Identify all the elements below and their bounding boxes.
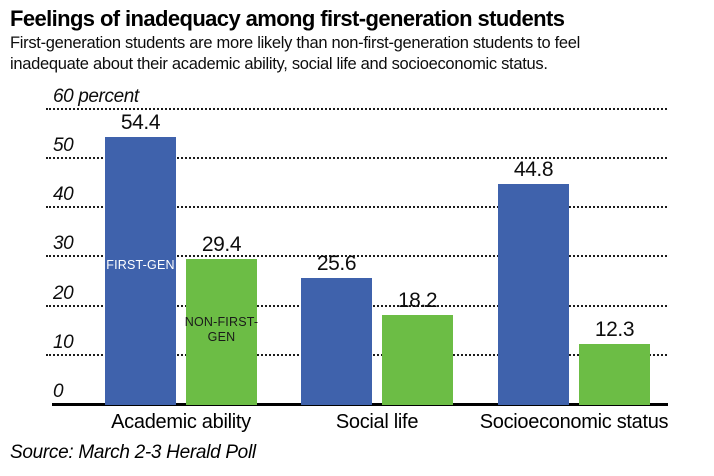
bar-first-gen-academic-ability	[105, 136, 176, 405]
gridline-50	[46, 157, 667, 160]
bar-value-label: 18.2	[397, 288, 438, 312]
gridline-40	[46, 206, 667, 209]
y-axis-tick-label-10: 10	[53, 331, 74, 353]
bar-first-gen-socioeconomic-status	[498, 183, 569, 405]
x-axis-category-label-socioeconomic-status: Socioeconomic status	[479, 411, 669, 433]
gridline-30	[46, 255, 667, 258]
y-axis-tick-label-20: 20	[53, 282, 74, 304]
bar-value-label: 25.6	[316, 252, 357, 276]
bar-non-first-gen-academic-ability	[186, 259, 257, 405]
bar-value-label: 29.4	[201, 233, 242, 257]
bar-value-label: 54.4	[120, 110, 161, 134]
y-axis-tick-label-50: 50	[53, 135, 74, 157]
x-axis-category-label-social-life: Social life	[335, 411, 419, 433]
x-axis-category-label-academic-ability: Academic ability	[111, 411, 251, 433]
in-bar-series-label-line: FIRST-GEN	[106, 258, 175, 272]
bar-non-first-gen-social-life	[382, 314, 453, 405]
chart-title: Feelings of inadequacy among first-gener…	[10, 6, 565, 31]
bar-non-first-gen-socioeconomic-status	[579, 343, 650, 405]
gridline-60	[46, 107, 667, 110]
chart-subtitle-line-2: inadequate about their academic ability,…	[10, 55, 548, 73]
y-axis-tick-label-30: 30	[53, 233, 74, 255]
in-bar-series-label-non-first-gen: NON-FIRST- GEN	[180, 315, 263, 345]
chart-subtitle-line-1: First-generation students are more likel…	[10, 34, 581, 52]
bar-first-gen-social-life	[301, 278, 372, 405]
y-axis-tick-label-60: 60 percent	[53, 85, 139, 107]
in-bar-series-label-first-gen: FIRST-GEN	[99, 258, 182, 273]
in-bar-series-label-line: GEN	[207, 330, 236, 344]
in-bar-series-label-line: NON-FIRST-	[184, 315, 259, 329]
source-credit: Source: March 2-3 Herald Poll	[10, 442, 256, 463]
bar-value-label: 44.8	[513, 157, 554, 181]
y-axis-tick-label-40: 40	[53, 184, 74, 206]
y-axis-tick-label-0: 0	[53, 381, 64, 402]
chart-subtitle: First-generation students are more likel…	[10, 33, 580, 75]
bar-value-label: 12.3	[594, 317, 635, 341]
